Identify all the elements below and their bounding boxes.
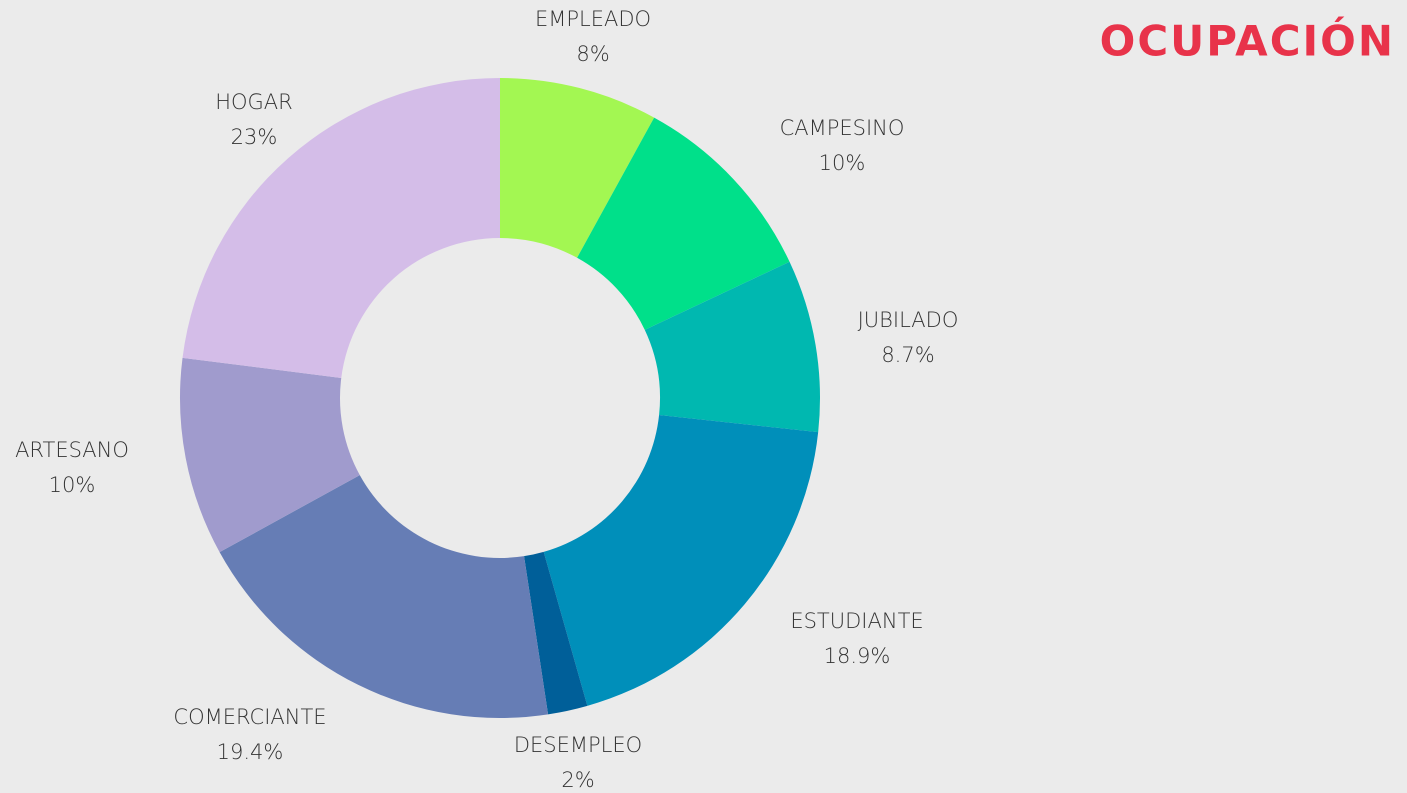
slice-value-label: 19.4%: [217, 740, 284, 764]
slice-label: COMERCIANTE: [173, 705, 326, 729]
slice-label: ARTESANO: [15, 438, 129, 462]
slice-label: ESTUDIANTE: [790, 609, 923, 633]
slice-value-label: 8.7%: [881, 343, 934, 367]
slice-label: EMPLEADO: [535, 7, 651, 31]
donut-slice: [644, 261, 820, 433]
slice-label: DESEMPLEO: [514, 733, 642, 757]
slice-value-label: 8%: [576, 42, 609, 66]
donut-slice: [500, 78, 655, 258]
donut-slice: [182, 78, 500, 378]
slice-value-label: 2%: [561, 768, 594, 792]
donut-slice: [524, 551, 588, 715]
slice-label: CAMPESINO: [780, 116, 905, 140]
donut-slice: [179, 357, 360, 553]
donut-slice: [219, 475, 549, 718]
slice-label: JUBILADO: [858, 308, 959, 332]
slice-value-label: 10%: [819, 151, 866, 175]
chart-title: OCUPACIÓN: [1100, 16, 1395, 66]
donut-slice: [577, 117, 790, 330]
slice-label: HOGAR: [215, 90, 293, 114]
slice-value-label: 10%: [49, 473, 96, 497]
slice-value-label: 23%: [231, 125, 278, 149]
donut-slice: [543, 415, 819, 706]
slice-value-label: 18.9%: [824, 644, 891, 668]
